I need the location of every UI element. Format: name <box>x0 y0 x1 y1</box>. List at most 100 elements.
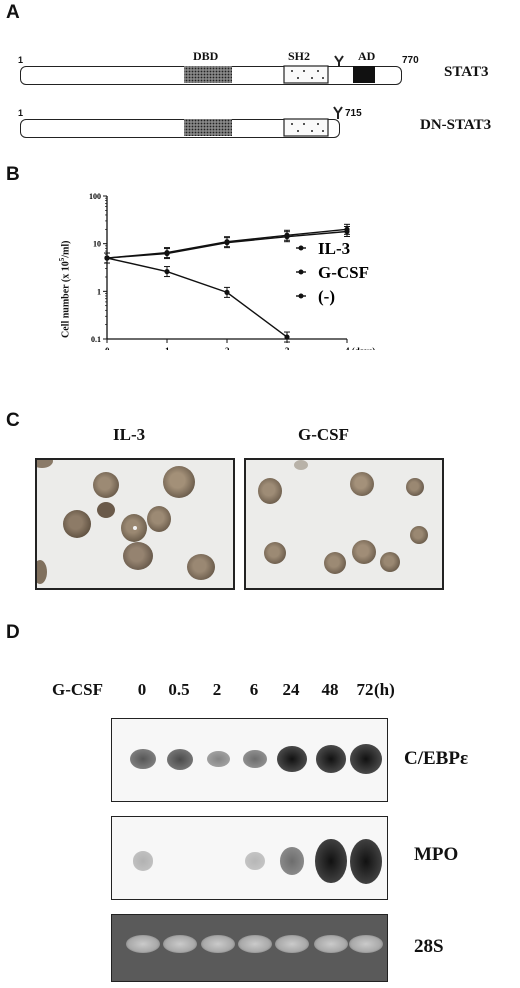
cell <box>410 526 428 544</box>
cell <box>147 506 171 532</box>
dnstat3-end-label: 715 <box>345 108 362 119</box>
stat3-ad-domain <box>353 66 375 83</box>
panel-b-label: B <box>6 164 20 185</box>
lane-label: 48 <box>321 680 339 699</box>
blot-band <box>126 935 160 953</box>
legend-marker <box>298 269 304 275</box>
probe-label-28s: 28S <box>414 936 444 957</box>
cell <box>324 552 346 574</box>
stat3-sh2-domain <box>283 65 329 84</box>
stat3-start-label: 1 <box>18 55 24 65</box>
growth-chart: 0.1 1 10 100 0 1 2 3 4 (days) IL-3 G-CSF (-) <box>89 192 375 350</box>
cell <box>97 502 115 518</box>
panel-c-label: C <box>6 410 20 431</box>
lane-label: 72 <box>356 680 374 699</box>
vacuole <box>133 526 137 530</box>
lane-label: 0 <box>137 680 147 699</box>
legend-label: IL-3 <box>318 239 350 258</box>
cell <box>63 510 91 538</box>
legend-marker <box>298 293 304 299</box>
series-line <box>106 257 288 338</box>
dnstat3-domains <box>184 106 343 137</box>
cell <box>163 466 195 498</box>
x-tick-label: 0 <box>105 346 110 350</box>
micrograph-gcsf <box>244 458 444 590</box>
blot-band <box>206 750 230 768</box>
stat3-dbd-label: DBD <box>193 49 219 63</box>
stat3-domains <box>184 55 375 84</box>
legend-label: G-CSF <box>318 263 369 282</box>
blot-cebpe <box>111 718 388 802</box>
cell <box>37 460 53 468</box>
x-tick-label: 3 <box>285 346 290 350</box>
blot-band <box>244 851 266 871</box>
micrograph-il3-title: IL-3 <box>113 425 146 444</box>
x-tick-label: 4 (days) <box>345 346 375 350</box>
data-point <box>224 240 230 246</box>
stat3-end-label: 770 <box>402 55 419 66</box>
blot-band <box>350 838 382 884</box>
cell <box>294 460 308 470</box>
y-tick-label: 10 <box>93 240 101 249</box>
blot-band <box>350 744 382 774</box>
x-tick-label: 2 <box>225 346 230 350</box>
cell <box>380 552 400 572</box>
blot-band <box>314 935 348 953</box>
cell <box>37 560 47 584</box>
dnstat3-sh2-domain <box>283 118 329 137</box>
cell <box>258 478 282 504</box>
y-tick-label: 0.1 <box>91 335 101 344</box>
panel-d-label: D <box>6 622 20 643</box>
treatment-label: G-CSF <box>52 680 103 699</box>
blot-band <box>349 935 383 953</box>
data-point <box>344 228 350 235</box>
panel-a-label: A <box>6 2 20 23</box>
x-tick-label: 1 <box>165 346 170 350</box>
blot-28s <box>111 914 388 982</box>
y-tick-label: 1 <box>97 287 101 296</box>
data-point <box>224 289 230 295</box>
dnstat3-bar <box>20 119 340 138</box>
blot-band <box>275 935 309 953</box>
dnstat3-dbd-domain <box>184 119 232 136</box>
blot-band <box>238 935 272 953</box>
stat3-sh2-label: SH2 <box>288 49 311 63</box>
data-point <box>164 268 170 275</box>
micrograph-il3 <box>35 458 235 590</box>
time-unit-label: (h) <box>374 680 395 699</box>
data-point <box>104 255 110 261</box>
stat3-ad-label: AD <box>358 49 376 63</box>
stat3-dbd-domain <box>184 66 232 83</box>
lane-label: 2 <box>212 680 222 699</box>
cell <box>350 472 374 496</box>
lane-label: 24 <box>282 680 300 699</box>
data-point <box>284 334 290 340</box>
blot-band <box>242 749 268 769</box>
stat3-tyrosine-icon <box>334 55 344 67</box>
lane-label: 0.5 <box>168 680 190 699</box>
probe-label-cebpe: C/EBPε <box>404 748 469 769</box>
blot-band <box>315 839 347 883</box>
blot-band <box>163 935 197 953</box>
cell <box>352 540 376 564</box>
blot-mpo <box>111 816 388 900</box>
data-point <box>284 234 290 240</box>
dnstat3-start-label: 1 <box>18 108 24 118</box>
dnstat3-tyrosine-icon <box>333 106 343 119</box>
cell <box>123 542 153 570</box>
blot-band <box>132 851 154 871</box>
cell <box>93 472 119 498</box>
cell <box>187 554 215 580</box>
cell <box>406 478 424 496</box>
blot-band <box>315 744 347 774</box>
blot-band <box>201 935 235 953</box>
lane-label: 6 <box>249 680 259 699</box>
legend-marker <box>298 245 304 251</box>
blot-band <box>167 748 193 770</box>
stat3-name: STAT3 <box>444 64 489 80</box>
blot-band <box>279 847 305 875</box>
data-point <box>164 250 170 257</box>
micrograph-gcsf-title: G-CSF <box>298 425 349 444</box>
y-tick-label: 100 <box>89 192 101 201</box>
blot-band <box>277 745 307 773</box>
